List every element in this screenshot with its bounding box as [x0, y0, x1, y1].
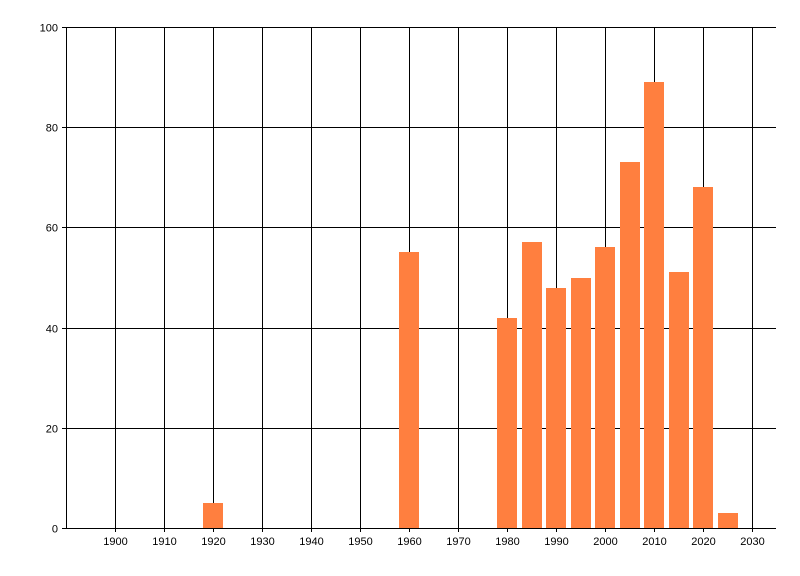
bar-2005 — [620, 162, 640, 528]
bar-2020 — [693, 187, 713, 528]
y-tick-label: 0 — [52, 524, 58, 536]
x-tick-label: 2000 — [593, 536, 617, 548]
x-tick-label: 1910 — [152, 536, 176, 548]
axes — [62, 27, 776, 532]
x-tick-label: 1900 — [103, 536, 127, 548]
x-tick-label: 1990 — [544, 536, 568, 548]
bars — [203, 82, 738, 529]
bar-1920 — [203, 503, 223, 528]
x-tick-label: 1930 — [250, 536, 274, 548]
bar-2000 — [595, 247, 615, 528]
y-tick-label: 60 — [46, 223, 58, 235]
bar-2015 — [669, 272, 689, 528]
y-tick-label: 80 — [46, 123, 58, 135]
y-tick-label: 20 — [46, 424, 58, 436]
x-tick-label: 2020 — [691, 536, 715, 548]
x-tick-label: 1920 — [201, 536, 225, 548]
bar-2010 — [644, 82, 664, 528]
bar-1990 — [546, 288, 566, 528]
x-tick-label: 2010 — [642, 536, 666, 548]
bar-1980 — [497, 318, 517, 528]
x-tick-label: 2030 — [740, 536, 764, 548]
x-tick-label: 1960 — [397, 536, 421, 548]
bar-1960 — [399, 252, 419, 528]
y-tick-label: 100 — [40, 23, 58, 35]
bar-1985 — [522, 242, 542, 528]
x-tick-label: 1940 — [299, 536, 323, 548]
y-tick-label: 40 — [46, 324, 58, 336]
bar-1995 — [571, 278, 591, 529]
x-tick-label: 1950 — [348, 536, 372, 548]
tick-labels: 0 20 40 60 80 100 1900 1910 1920 1930 1940 1950 1960… — [40, 23, 765, 549]
bar-2025 — [718, 513, 738, 528]
x-tick-label: 1970 — [446, 536, 470, 548]
x-tick-label: 1980 — [495, 536, 519, 548]
